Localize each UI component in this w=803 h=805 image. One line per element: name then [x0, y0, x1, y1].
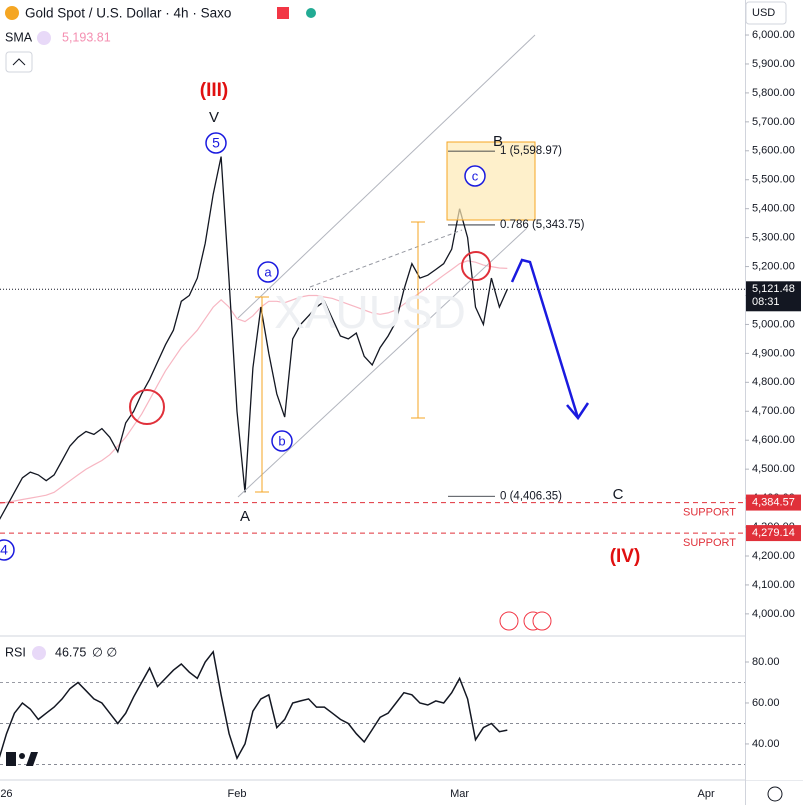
settings-button[interactable]	[767, 786, 783, 802]
wave-circle	[464, 165, 486, 187]
y-tick-label: 4,200.00	[752, 550, 795, 562]
wave-circle	[257, 261, 279, 283]
series-line	[0, 156, 508, 520]
wave-label: V	[209, 109, 219, 126]
wedge-line	[309, 229, 463, 288]
wave-label: A	[240, 508, 250, 525]
x-tick-label: Feb	[228, 788, 247, 800]
support-text: SUPPORT	[683, 537, 736, 549]
y-tick-label: 5,600.00	[752, 145, 795, 157]
y-tick-label: 4,900.00	[752, 347, 795, 359]
y-tick-label: 60.00	[752, 697, 780, 709]
fib-label: 0 (4,406.35)	[500, 490, 562, 502]
wave-circle	[205, 132, 227, 154]
y-tick-label: 4,600.00	[752, 434, 795, 446]
indicator-icon[interactable]	[32, 646, 46, 660]
wave-label: (III)	[200, 80, 229, 101]
x-tick-label: 26	[0, 788, 12, 800]
currency: USD	[752, 7, 775, 19]
y-tick-label: 5,800.00	[752, 87, 795, 99]
y-tick-label: 5,400.00	[752, 203, 795, 215]
price-tag-label: 5,121.48	[752, 283, 795, 295]
collapse-button[interactable]	[5, 51, 33, 73]
rsi-name: RSI	[5, 645, 26, 659]
price-tag	[746, 494, 801, 511]
y-tick-label: 6,000.00	[752, 29, 795, 41]
channel-line	[237, 227, 528, 498]
y-tick-label: 4,500.00	[752, 463, 795, 475]
tv-logo	[6, 752, 38, 766]
drawings	[129, 34, 590, 498]
currency-button[interactable]	[745, 1, 787, 25]
price-tag	[746, 281, 801, 312]
channel-line	[237, 34, 536, 319]
chart-title: Gold Spot / U.S. Dollar · 4h · Saxo	[25, 6, 231, 21]
projection-arrow	[510, 258, 580, 419]
countdown: 08:31	[752, 296, 780, 308]
highlight-circle	[129, 389, 165, 425]
fib-label: 0.786 (5,343.75)	[500, 219, 585, 231]
y-tick-label: 5,500.00	[752, 174, 795, 186]
collapse-icon	[12, 58, 26, 66]
wave-label: (IV)	[610, 546, 641, 567]
y-tick-label: 80.00	[752, 656, 780, 668]
wave-circle	[0, 539, 15, 561]
support-text: SUPPORT	[683, 506, 736, 518]
target-box	[446, 141, 536, 221]
highlight-circle	[461, 251, 491, 281]
measure-arrow	[255, 221, 425, 493]
y-tick-label: 4,000.00	[752, 608, 795, 620]
symbol-icon	[5, 6, 19, 20]
series-line	[0, 650, 508, 761]
wave-label: a	[264, 264, 272, 279]
y-tick-label: 40.00	[752, 738, 780, 750]
price-tag-label: 4,384.57	[752, 496, 795, 508]
y-tick-label: 4,700.00	[752, 405, 795, 417]
wave-circle	[271, 430, 293, 452]
y-tick-label: 5,200.00	[752, 260, 795, 272]
wave-label: B	[493, 133, 503, 150]
x-tick-label: Mar	[450, 788, 469, 800]
flag-icon[interactable]	[277, 7, 289, 19]
price-axis-bg	[746, 0, 803, 780]
x-tick-label: Apr	[697, 788, 714, 800]
y-tick-label: 4,100.00	[752, 579, 795, 591]
rsi-params: ∅ ∅	[92, 645, 117, 659]
price-tag	[746, 525, 801, 542]
watermark: XAUUSD	[274, 286, 466, 338]
y-tick-label: 5,900.00	[752, 58, 795, 70]
status-dot	[306, 8, 316, 18]
price-tag-label: 4,279.14	[752, 527, 795, 539]
wave-label: 4	[0, 542, 8, 558]
rsi-value: 46.75	[55, 645, 86, 659]
y-tick-label: 5,300.00	[752, 232, 795, 244]
indicator-icon[interactable]	[37, 31, 51, 45]
indicator-value: 5,193.81	[62, 30, 111, 44]
wave-label: C	[613, 486, 624, 503]
arrow-head	[566, 402, 590, 421]
y-tick-label: 5,700.00	[752, 116, 795, 128]
fib-label: 1 (5,598.97)	[500, 145, 562, 157]
wave-label: 5	[212, 135, 220, 151]
indicator-name: SMA	[5, 30, 33, 44]
economic-events[interactable]	[499, 611, 552, 631]
series-line	[0, 260, 508, 505]
y-tick-label: 5,000.00	[752, 318, 795, 330]
y-tick-label: 4,800.00	[752, 376, 795, 388]
wave-label: b	[278, 433, 285, 448]
wave-label: c	[472, 168, 479, 183]
